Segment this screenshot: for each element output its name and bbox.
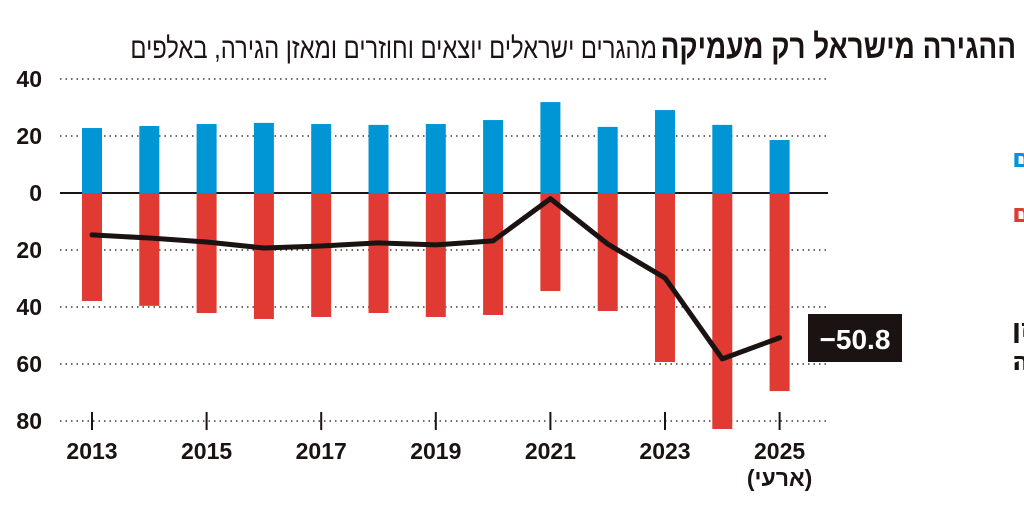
balance-line (89, 196, 783, 362)
bar-leaving (425, 193, 446, 317)
bar-returning (483, 120, 504, 193)
y-tick-label: 80 (16, 408, 42, 434)
bars (82, 102, 790, 429)
x-tick-note: (ארעי) (747, 465, 812, 491)
x-tick-label: 2021 (525, 438, 576, 464)
annotation-box (808, 314, 902, 362)
bar-returning (425, 124, 446, 193)
x-axis: 2013 2015 2017 2019 2021 2023 2025(ארעי) (66, 412, 812, 491)
bar-returning (196, 124, 217, 193)
legend-balance-line2: הגירה (1012, 347, 1024, 377)
bar-leaving (82, 193, 102, 302)
x-tick-label: 2015 (181, 438, 232, 464)
y-tick-label: 20 (16, 237, 42, 263)
y-tick-label: 60 (16, 351, 42, 377)
x-tick-label: 2025 (754, 438, 805, 464)
bar-leaving (311, 193, 332, 317)
bar-returning (311, 124, 332, 193)
y-tick-label: 40 (16, 66, 42, 92)
bar-returning (597, 126, 618, 193)
bar-returning (82, 128, 102, 193)
title-subtitle: מהגרים ישראלים יוצאים וחוזרים ומאזן הגיר… (130, 33, 657, 65)
y-tick-label: 0 (29, 180, 42, 206)
bar-leaving (253, 193, 274, 319)
chart-title: ההגירה מישראל רק מעמיקה מהגרים ישראלים י… (130, 28, 1016, 67)
balance-line-path (89, 196, 783, 362)
bar-returning (368, 124, 389, 193)
bar-returning (655, 110, 675, 193)
y-tick-label: 40 (16, 294, 42, 320)
bar-leaving (769, 193, 790, 392)
y-tick-label: 20 (16, 123, 42, 149)
bar-leaving (483, 193, 504, 315)
bar-returning (540, 102, 561, 193)
bar-returning (139, 126, 160, 193)
legend-balance-line1: מאזן (1012, 314, 1024, 344)
x-tick-label: 2019 (410, 438, 461, 464)
bar-leaving (139, 193, 160, 306)
x-tick-label: 2017 (296, 438, 347, 464)
bar-returning (769, 139, 790, 193)
bar-leaving (540, 193, 561, 292)
x-tick-label: 2013 (66, 438, 117, 464)
bar-leaving (368, 193, 389, 313)
bar-returning (253, 122, 274, 193)
bar-leaving (712, 193, 733, 429)
legend-leaving: יוצאים (1012, 199, 1024, 229)
annotation-value: −50.8 (820, 324, 891, 355)
legend-returning: חוזרים (1012, 144, 1024, 174)
bar-leaving (196, 193, 217, 313)
y-axis: 40 20 0 20 40 60 80 (16, 66, 42, 434)
title-main: ההגירה מישראל רק מעמיקה (660, 28, 1016, 66)
bar-returning (712, 124, 733, 193)
x-tick-label: 2023 (639, 438, 690, 464)
bar-leaving (597, 193, 618, 311)
